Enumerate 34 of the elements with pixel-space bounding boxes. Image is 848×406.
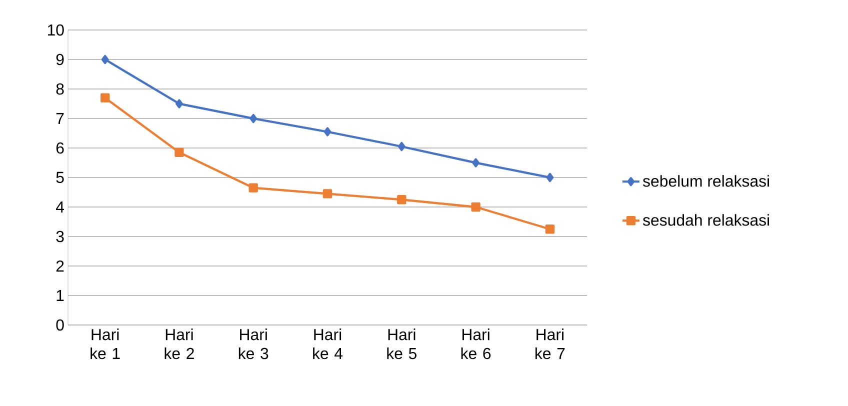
point (250, 114, 258, 124)
y-tick-label: 6 (56, 142, 64, 154)
point (398, 142, 406, 152)
y-tick-label: 7 (56, 113, 64, 124)
legend-label: sebelum relaksasi (642, 175, 769, 187)
point (471, 202, 480, 212)
y-tick-label: 9 (56, 54, 64, 66)
y-tick-label: 0 (56, 319, 64, 331)
point (472, 158, 480, 168)
point (174, 148, 184, 158)
point (100, 93, 110, 102)
point (322, 189, 332, 198)
y-tick-label: 1 (56, 290, 64, 301)
point (101, 54, 109, 64)
x-tick-label: Hari ke 4 (313, 328, 343, 360)
x-tick-label: Hari ke 7 (536, 328, 565, 360)
point (397, 195, 406, 204)
y-tick-label: 10 (48, 24, 64, 36)
point (546, 172, 554, 182)
point (545, 224, 555, 234)
y-tick-label: 3 (56, 230, 64, 242)
point (176, 99, 183, 108)
y-tick-label: 2 (56, 260, 64, 272)
y-tick-label: 8 (56, 83, 64, 95)
x-tick-label: Hari ke 6 (461, 328, 491, 360)
x-tick-label: Hari ke 1 (90, 328, 120, 360)
point (248, 183, 258, 192)
legend-label: sesudah relaksasi (642, 214, 770, 226)
x-tick-label: Hari ke 3 (238, 328, 268, 360)
x-tick-label: Hari ke 5 (387, 328, 416, 360)
point (324, 127, 332, 136)
x-tick-label: Hari ke 2 (164, 328, 194, 360)
y-tick-label: 4 (56, 202, 64, 212)
y-tick-label: 5 (56, 172, 64, 184)
